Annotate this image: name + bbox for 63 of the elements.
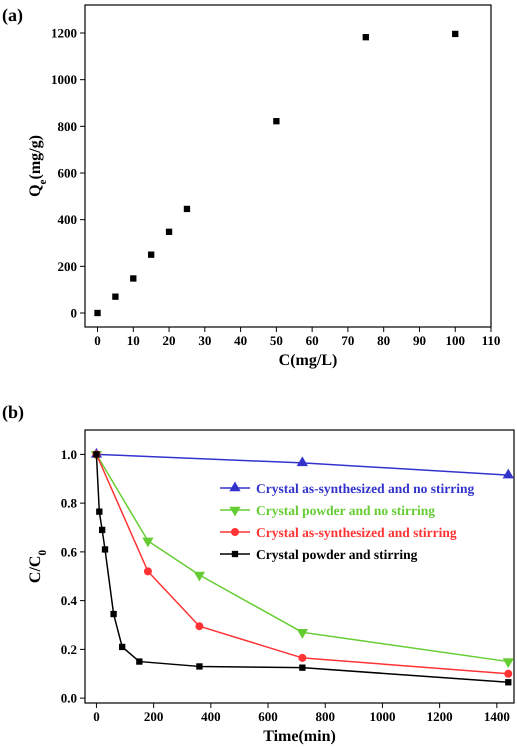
legend-label: Crystal as-synthesized and no stirring bbox=[256, 481, 475, 496]
x-tick-label: 100 bbox=[445, 333, 465, 348]
point bbox=[195, 622, 204, 630]
x-tick-label: 30 bbox=[198, 333, 212, 348]
y-tick-label: 400 bbox=[58, 212, 77, 228]
x-tick-label: 60 bbox=[306, 333, 319, 348]
point bbox=[166, 228, 172, 235]
x-tick-label: 90 bbox=[412, 333, 426, 348]
x-tick-label: 1200 bbox=[426, 709, 453, 724]
legend-label: Crystal as-synthesized and stirring bbox=[256, 525, 457, 540]
x-tick-label: 20 bbox=[162, 333, 176, 348]
x-tick-label: 80 bbox=[377, 333, 390, 348]
point bbox=[505, 679, 512, 686]
x-tick-label: 200 bbox=[144, 709, 164, 724]
point bbox=[299, 664, 306, 671]
point bbox=[184, 206, 190, 212]
x-tick-label: 1400 bbox=[484, 709, 510, 724]
point bbox=[148, 252, 154, 258]
point bbox=[362, 34, 369, 40]
y-tick-label: 1.0 bbox=[60, 446, 77, 462]
y-tick-label: 600 bbox=[58, 166, 77, 180]
x-axis-title: Time(min) bbox=[263, 728, 336, 745]
point bbox=[273, 118, 280, 124]
point bbox=[96, 508, 102, 515]
point bbox=[452, 30, 458, 38]
point bbox=[130, 275, 136, 282]
x-tick-label: 70 bbox=[341, 333, 354, 348]
x-tick-label: 400 bbox=[201, 709, 221, 724]
point bbox=[94, 310, 101, 316]
chart-title: (a) bbox=[2, 5, 23, 25]
y-tick-label: 0.6 bbox=[60, 544, 78, 560]
point bbox=[102, 546, 108, 553]
y-tick-label: 1000 bbox=[51, 72, 77, 88]
y-tick-label: 0.2 bbox=[60, 642, 77, 657]
y-tick-label: 0.8 bbox=[60, 496, 78, 511]
point bbox=[119, 644, 126, 650]
chart-title: (b) bbox=[2, 402, 24, 422]
point bbox=[196, 663, 203, 670]
point bbox=[110, 610, 117, 618]
y-tick-label: 200 bbox=[58, 258, 77, 274]
y-tick-label: 0.4 bbox=[60, 593, 78, 608]
y-tick-label: 0.0 bbox=[60, 690, 77, 706]
x-tick-label: 0 bbox=[94, 333, 101, 348]
legend-label: Crystal powder and no stirring bbox=[256, 503, 436, 518]
x-tick-label: 110 bbox=[482, 333, 500, 348]
point bbox=[136, 658, 143, 665]
x-tick-label: 0 bbox=[93, 709, 100, 724]
x-tick-label: 40 bbox=[234, 333, 248, 348]
point bbox=[144, 567, 152, 576]
x-tick-label: 600 bbox=[258, 709, 278, 724]
x-tick-label: 50 bbox=[270, 333, 283, 348]
x-axis-title: C(mg/L) bbox=[278, 352, 338, 369]
x-tick-label: 10 bbox=[126, 333, 140, 348]
x-tick-label: 1000 bbox=[369, 709, 396, 724]
point bbox=[298, 654, 306, 662]
y-tick-label: 800 bbox=[58, 118, 77, 134]
point bbox=[504, 670, 512, 678]
y-tick-label: 0 bbox=[70, 306, 77, 320]
point bbox=[99, 526, 106, 534]
legend-label: Crystal powder and stirring bbox=[256, 547, 418, 562]
y-tick-label: 1200 bbox=[51, 26, 77, 40]
point bbox=[112, 294, 119, 300]
x-tick-label: 800 bbox=[315, 709, 335, 724]
